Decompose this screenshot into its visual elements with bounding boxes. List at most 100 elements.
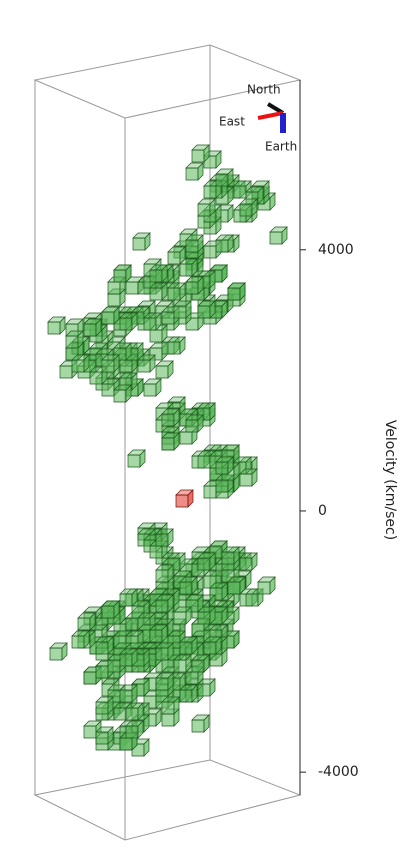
voxel-face <box>185 419 199 433</box>
voxel-face <box>155 569 169 583</box>
voxel-face <box>167 672 174 691</box>
voxel-face <box>149 629 163 643</box>
voxel <box>119 588 138 607</box>
voxel-face <box>119 689 133 703</box>
voxel-face <box>191 684 198 703</box>
voxel-face <box>203 714 210 733</box>
voxel-face <box>209 300 216 319</box>
voxel-face <box>179 641 193 655</box>
voxel <box>191 714 210 733</box>
voxel-face <box>61 642 68 661</box>
voxel-face <box>239 203 253 217</box>
voxel-face <box>269 231 283 245</box>
voxel-face <box>257 186 264 205</box>
voxel-face <box>203 654 210 673</box>
voxel-face <box>221 582 228 601</box>
voxel-face <box>119 737 133 751</box>
voxel-face <box>161 264 168 283</box>
voxel <box>197 198 216 217</box>
voxel <box>209 582 228 601</box>
voxel <box>155 672 174 691</box>
voxel-face <box>95 318 102 337</box>
voxel-face <box>173 611 187 625</box>
voxel-face <box>59 316 66 335</box>
voxel-face <box>221 606 228 625</box>
voxel-face <box>215 239 229 253</box>
voxel-face <box>113 306 120 325</box>
voxel <box>221 444 240 463</box>
voxels <box>47 144 288 757</box>
voxel-face <box>131 312 138 331</box>
voxel-face <box>143 383 157 397</box>
voxel-face <box>197 611 211 625</box>
voxel-face <box>137 359 151 373</box>
voxel-face <box>197 414 204 433</box>
voxel-face <box>203 185 217 199</box>
voxel-face <box>167 341 181 355</box>
voxel-face <box>83 725 97 739</box>
voxel-face <box>197 683 211 697</box>
voxel-face <box>161 437 175 451</box>
voxel <box>113 384 132 403</box>
voxel-face <box>119 606 126 625</box>
voxel-face <box>257 581 271 595</box>
voxel-face <box>227 204 234 223</box>
voxel-face <box>113 389 127 403</box>
voxel-face <box>131 372 138 391</box>
voxel-face <box>149 287 163 301</box>
voxel-face <box>143 738 150 757</box>
voxel <box>95 696 114 715</box>
voxel <box>125 702 144 721</box>
voxel-face <box>83 323 97 337</box>
voxel-face <box>203 485 217 499</box>
voxel-face <box>227 581 241 595</box>
voxel-face <box>179 282 186 301</box>
voxel-face <box>173 696 180 715</box>
voxel <box>191 654 210 673</box>
voxel-face <box>149 329 163 343</box>
voxel-face <box>47 321 61 335</box>
voxel-face <box>125 707 139 721</box>
voxel <box>173 654 192 673</box>
voxel <box>143 378 162 397</box>
voxel <box>173 300 192 319</box>
box-bottom <box>33 759 302 841</box>
voxel <box>149 264 168 283</box>
voxel-face <box>197 557 211 571</box>
voxel-face <box>125 281 139 295</box>
voxel-face <box>185 239 199 253</box>
voxel <box>239 198 258 217</box>
voxel-face <box>131 684 138 703</box>
voxel <box>203 636 222 655</box>
voxel-face <box>101 605 115 619</box>
voxel-face <box>83 671 97 685</box>
voxel <box>155 528 174 547</box>
compass: North East Earth <box>219 83 297 154</box>
voxel-face <box>187 489 194 508</box>
voxel-face <box>149 354 156 373</box>
voxel-face <box>173 264 180 283</box>
voxel-face <box>185 300 192 319</box>
voxel-face <box>245 593 259 607</box>
voxel-face <box>107 659 121 673</box>
voxel <box>215 234 234 253</box>
voxel-face <box>113 269 127 283</box>
voxel-face <box>155 599 169 613</box>
voxel-face <box>89 612 96 631</box>
voxel-face <box>179 552 186 571</box>
voxel-face <box>101 359 115 373</box>
voxel <box>143 312 162 331</box>
voxel-face <box>233 546 240 565</box>
voxel-face <box>125 725 139 739</box>
voxel-face <box>233 630 240 649</box>
voxel-face <box>227 287 241 301</box>
voxel-face <box>131 648 138 667</box>
voxel <box>149 282 168 301</box>
voxel-face <box>185 654 192 673</box>
voxel-face <box>197 234 204 253</box>
voxel-face <box>227 234 234 253</box>
east-arrow <box>257 111 284 120</box>
voxel-face <box>95 641 109 655</box>
voxel-face <box>149 545 163 559</box>
voxel-face <box>179 581 193 595</box>
